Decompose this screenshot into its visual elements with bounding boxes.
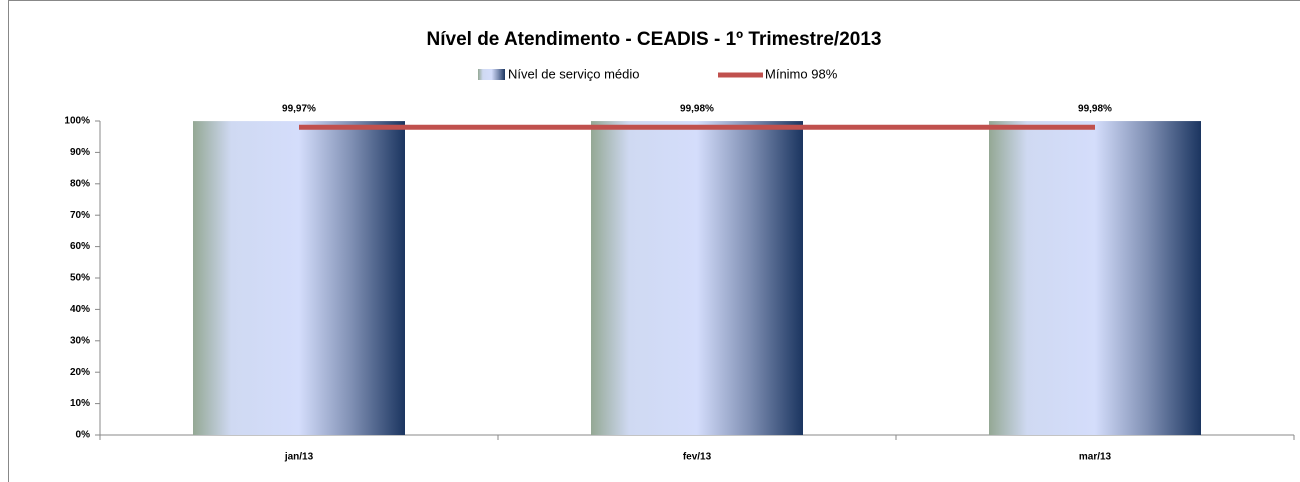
y-tick-label: 40% — [70, 304, 90, 315]
y-tick-label: 80% — [70, 178, 90, 189]
y-tick-label: 90% — [70, 147, 90, 158]
data-label: 99,98% — [1078, 104, 1112, 115]
x-tick-label: mar/13 — [1079, 452, 1112, 463]
y-tick-label: 10% — [70, 398, 90, 409]
data-label: 99,98% — [680, 104, 714, 115]
y-tick-label: 100% — [64, 116, 90, 127]
chart-title: Nível de Atendimento - CEADIS - 1º Trime… — [427, 29, 882, 50]
bar — [193, 121, 405, 435]
y-tick-label: 20% — [70, 367, 90, 378]
legend-label: Mínimo 98% — [765, 66, 838, 81]
y-tick-label: 50% — [70, 273, 90, 284]
y-tick-label: 60% — [70, 241, 90, 252]
legend-swatch — [478, 69, 505, 80]
x-tick-label: fev/13 — [683, 452, 712, 463]
legend-label: Nível de serviço médio — [508, 66, 640, 81]
bar — [989, 121, 1201, 435]
data-label: 99,97% — [282, 104, 316, 115]
bar — [591, 121, 803, 435]
x-tick-label: jan/13 — [284, 452, 314, 463]
y-tick-label: 30% — [70, 335, 90, 346]
y-tick-label: 0% — [76, 430, 91, 441]
y-tick-label: 70% — [70, 210, 90, 221]
